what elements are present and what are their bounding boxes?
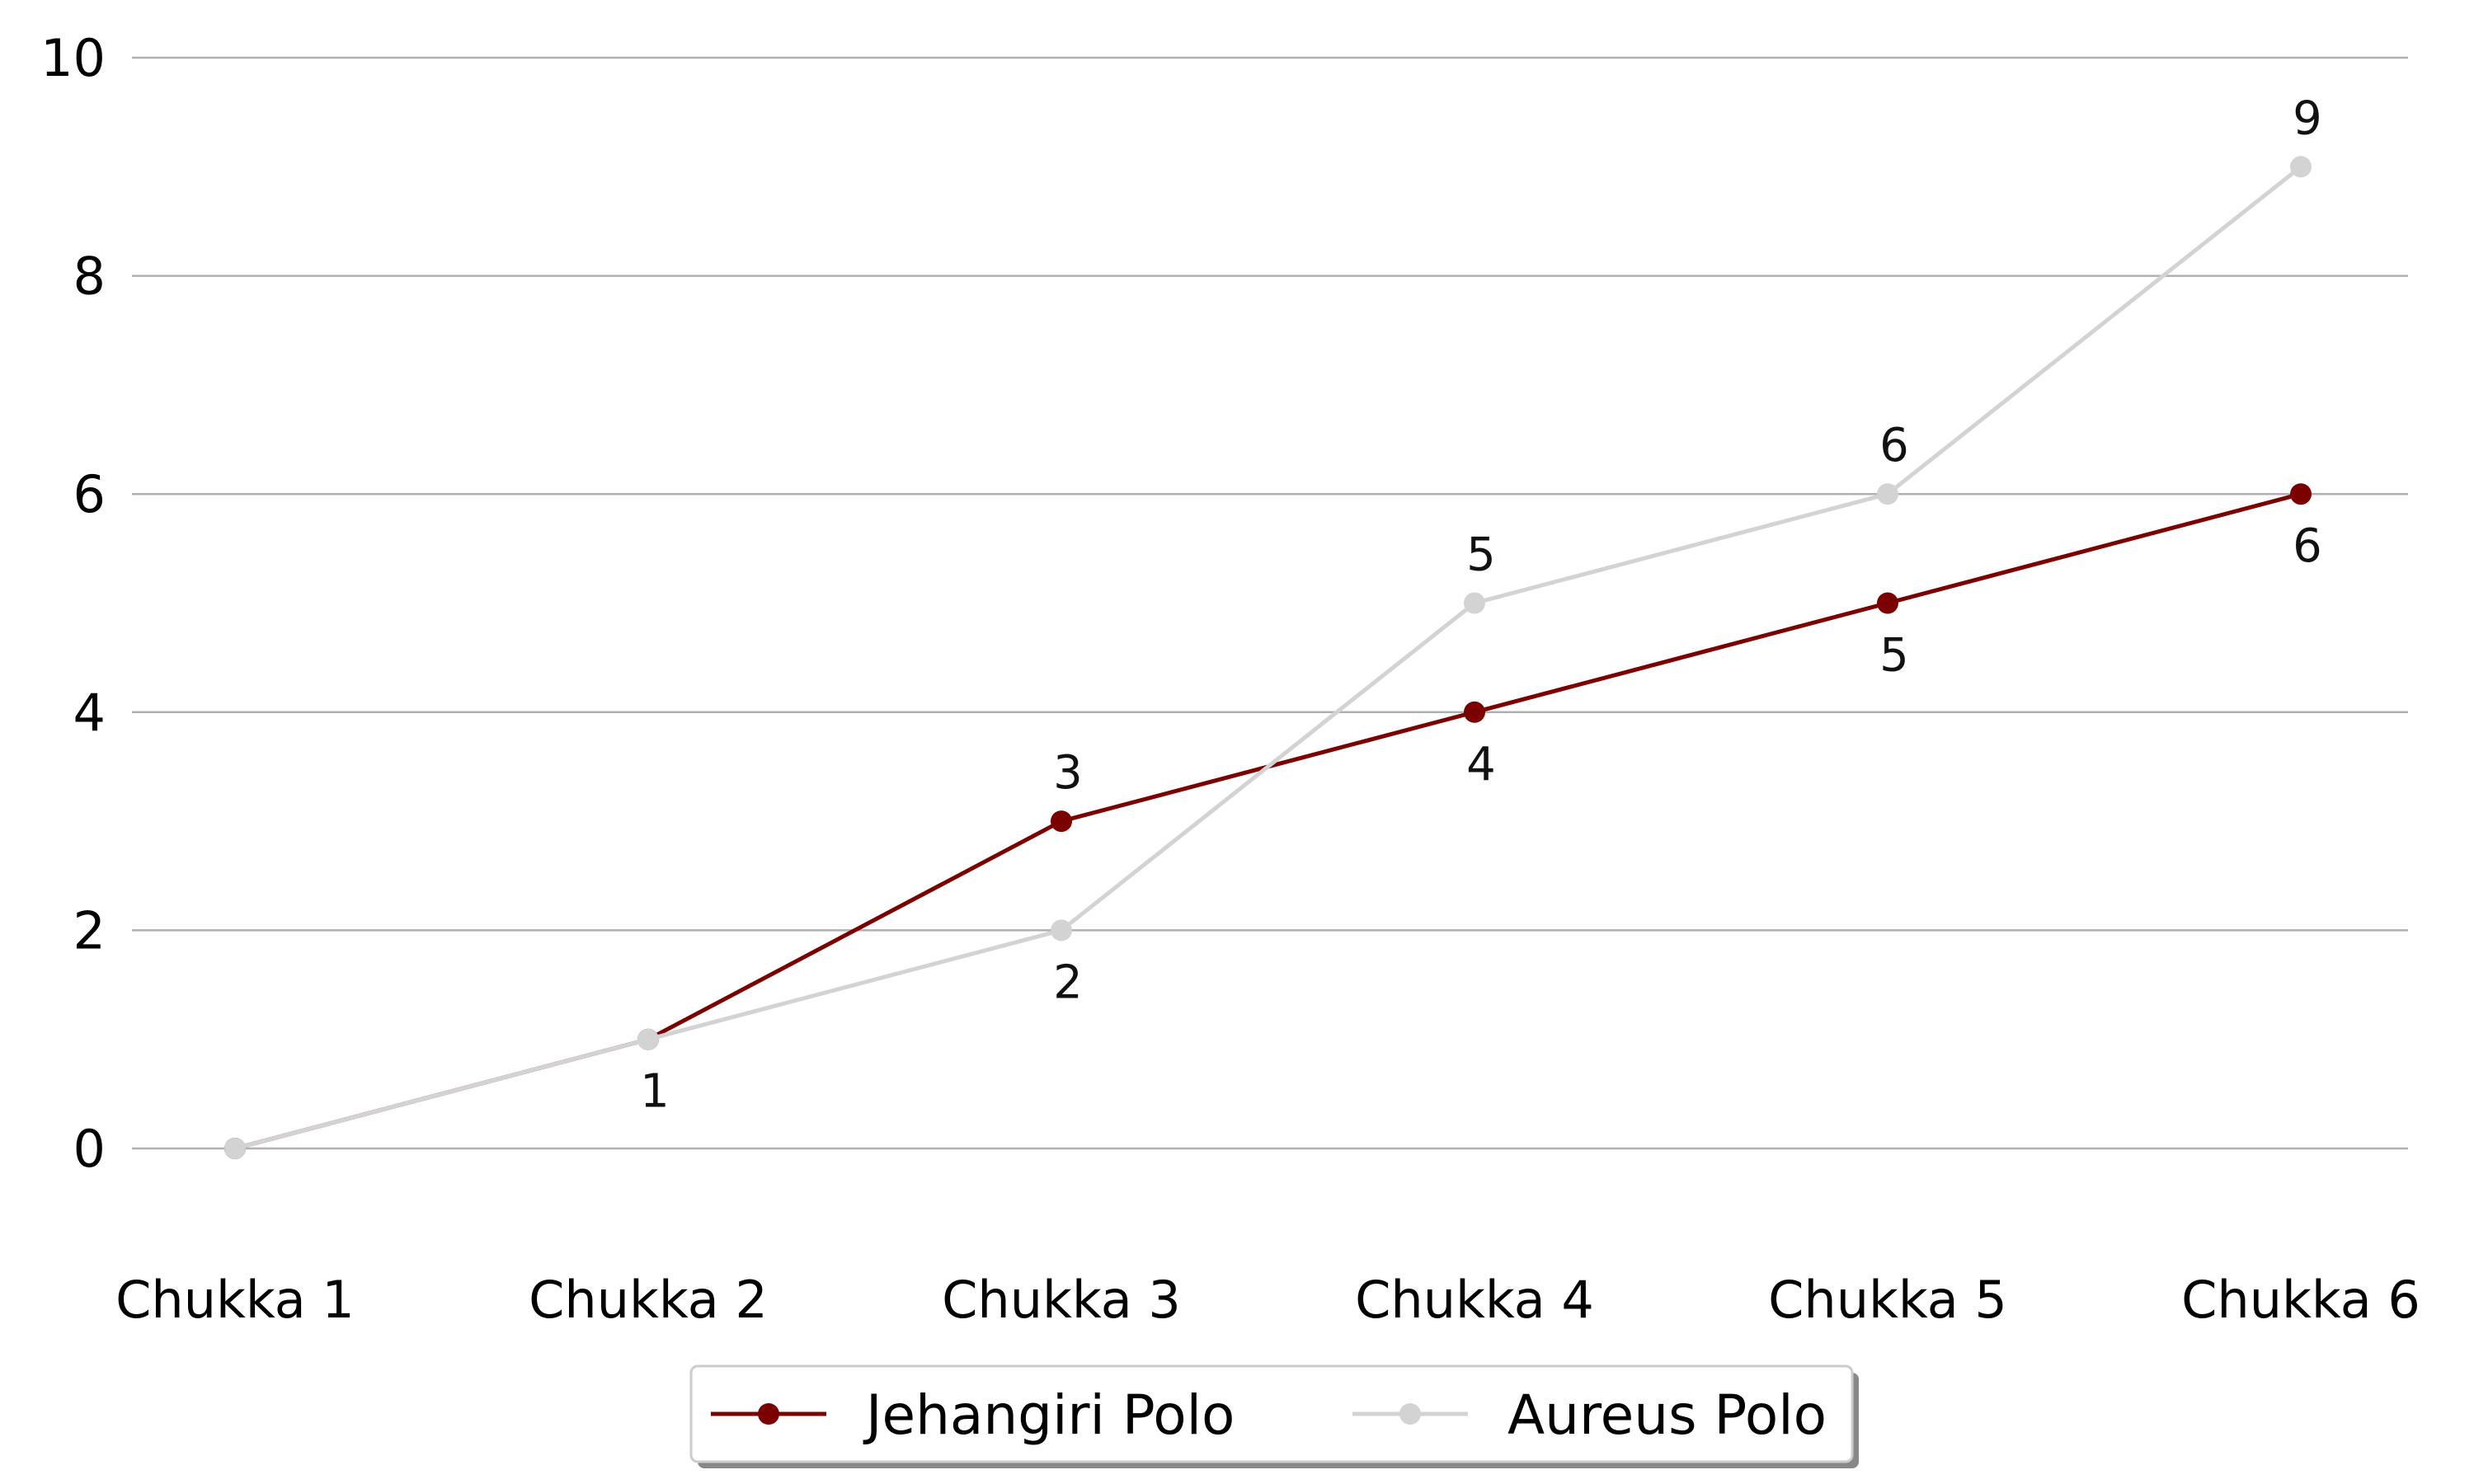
series-point-1 <box>2290 156 2312 178</box>
series-point-1 <box>1877 483 1898 505</box>
data-label: 5 <box>1466 528 1496 582</box>
series-point-0 <box>1464 701 1485 723</box>
x-tick-label: Chukka 1 <box>115 1270 355 1330</box>
data-label: 2 <box>1053 956 1083 1009</box>
x-tick-label: Chukka 2 <box>529 1270 768 1330</box>
series-point-1 <box>224 1138 246 1159</box>
series-line-1 <box>234 165 2302 1151</box>
series-point-0 <box>2290 483 2312 505</box>
x-tick-label: Chukka 4 <box>1355 1270 1594 1330</box>
data-label: 6 <box>2293 519 2322 573</box>
series-point-0 <box>1051 810 1072 833</box>
legend: Jehangiri Polo Aureus Polo <box>689 1364 1859 1468</box>
y-tick-label: 0 <box>73 1119 106 1179</box>
data-label: 6 <box>1879 419 1909 472</box>
series-layer <box>224 156 2312 1159</box>
data-label: 5 <box>1879 629 1909 683</box>
y-tick-label: 2 <box>73 900 106 960</box>
data-label: 9 <box>2293 92 2322 145</box>
y-tick-label: 6 <box>73 464 106 524</box>
data-labels: 1 3 2 5 4 6 5 9 6 <box>640 92 2322 1118</box>
grid-layer <box>132 56 2408 1150</box>
x-tick-label: Chukka 6 <box>2181 1270 2420 1330</box>
x-tick-label: Chukka 3 <box>942 1270 1181 1330</box>
series-point-1 <box>637 1028 659 1050</box>
y-tick-label: 8 <box>73 247 106 307</box>
series-point-1 <box>1051 919 1072 942</box>
y-tick-label: 4 <box>73 683 106 743</box>
data-label: 3 <box>1053 746 1083 800</box>
data-label: 1 <box>640 1065 670 1119</box>
legend-box <box>689 1364 1854 1463</box>
y-tick-label: 10 <box>40 28 106 88</box>
x-axis-ticks: Chukka 1 Chukka 2 Chukka 3 Chukka 4 Chukka 5… <box>115 1270 2420 1330</box>
data-label: 4 <box>1466 738 1496 791</box>
legend-marker-0 <box>758 1403 779 1425</box>
series-line-0 <box>234 491 2302 1151</box>
y-axis-ticks: 0 2 4 6 8 10 <box>40 28 106 1179</box>
legend-marker-1 <box>1399 1403 1421 1425</box>
series-point-0 <box>1877 592 1898 614</box>
legend-label: Aureus Polo <box>1507 1383 1827 1447</box>
x-tick-label: Chukka 5 <box>1768 1270 2007 1330</box>
legend-label: Jehangiri Polo <box>863 1383 1235 1447</box>
series-point-1 <box>1464 592 1485 614</box>
